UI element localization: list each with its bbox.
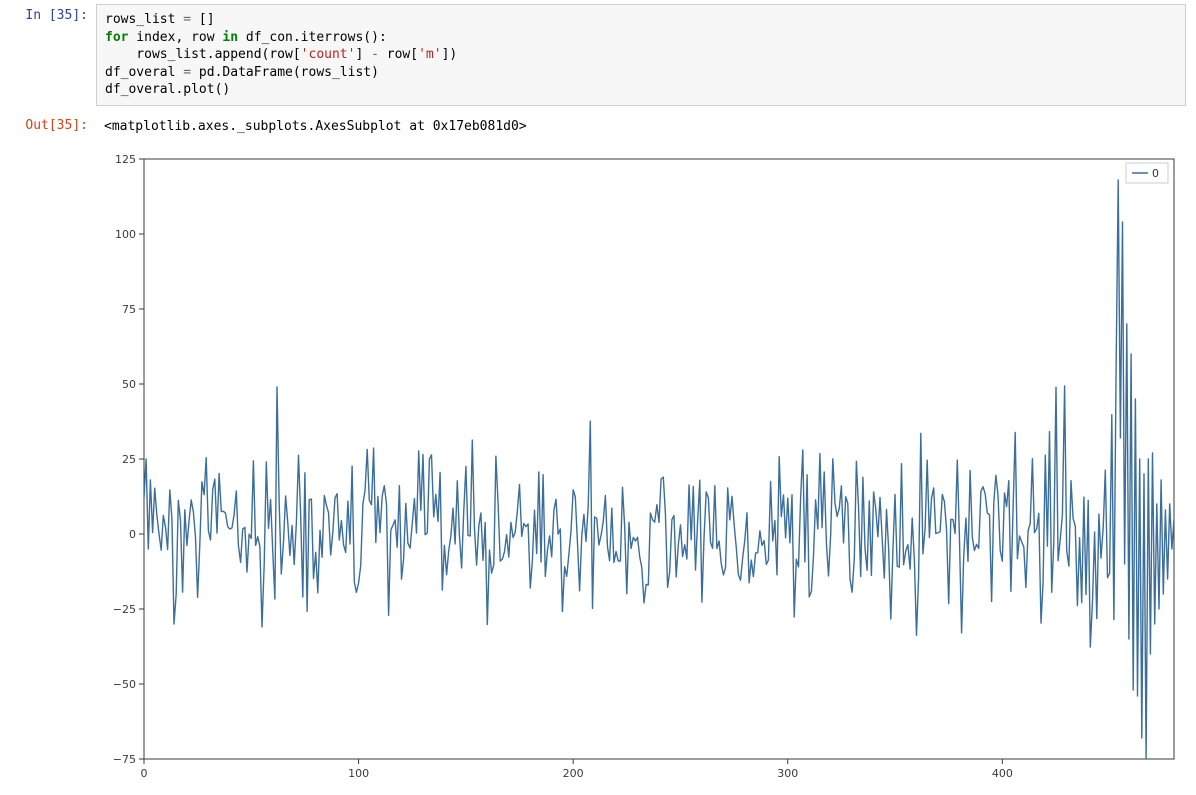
svg-text:125: 125: [115, 153, 136, 166]
svg-text:25: 25: [122, 453, 136, 466]
svg-text:300: 300: [777, 767, 798, 780]
svg-text:−75: −75: [113, 753, 136, 766]
svg-text:50: 50: [122, 378, 136, 391]
chart-legend: 0: [1126, 163, 1168, 183]
code-input[interactable]: rows_list = [] for index, row in df_con.…: [96, 4, 1186, 106]
line-chart: −75 −50 −25 0 25 50 75 100 125 0 100 200 300 400 0: [96, 149, 1186, 789]
svg-text:0: 0: [1152, 167, 1159, 180]
output-text: <matplotlib.axes._subplots.AxesSubplot a…: [96, 114, 1186, 140]
out-prompt: Out[35]:: [0, 114, 96, 140]
input-cell: In [35]: rows_list = [] for index, row i…: [0, 0, 1196, 110]
in-prompt: In [35]:: [0, 4, 96, 106]
svg-text:100: 100: [115, 228, 136, 241]
output-cell: Out[35]: <matplotlib.axes._subplots.Axes…: [0, 110, 1196, 144]
svg-text:−25: −25: [113, 603, 136, 616]
svg-text:0: 0: [141, 767, 148, 780]
svg-text:100: 100: [348, 767, 369, 780]
svg-text:200: 200: [563, 767, 584, 780]
svg-text:400: 400: [992, 767, 1013, 780]
svg-text:−50: −50: [113, 678, 136, 691]
svg-text:0: 0: [129, 528, 136, 541]
svg-text:75: 75: [122, 303, 136, 316]
plot-output: −75 −50 −25 0 25 50 75 100 125 0 100 200 300 400 0: [0, 143, 1196, 795]
